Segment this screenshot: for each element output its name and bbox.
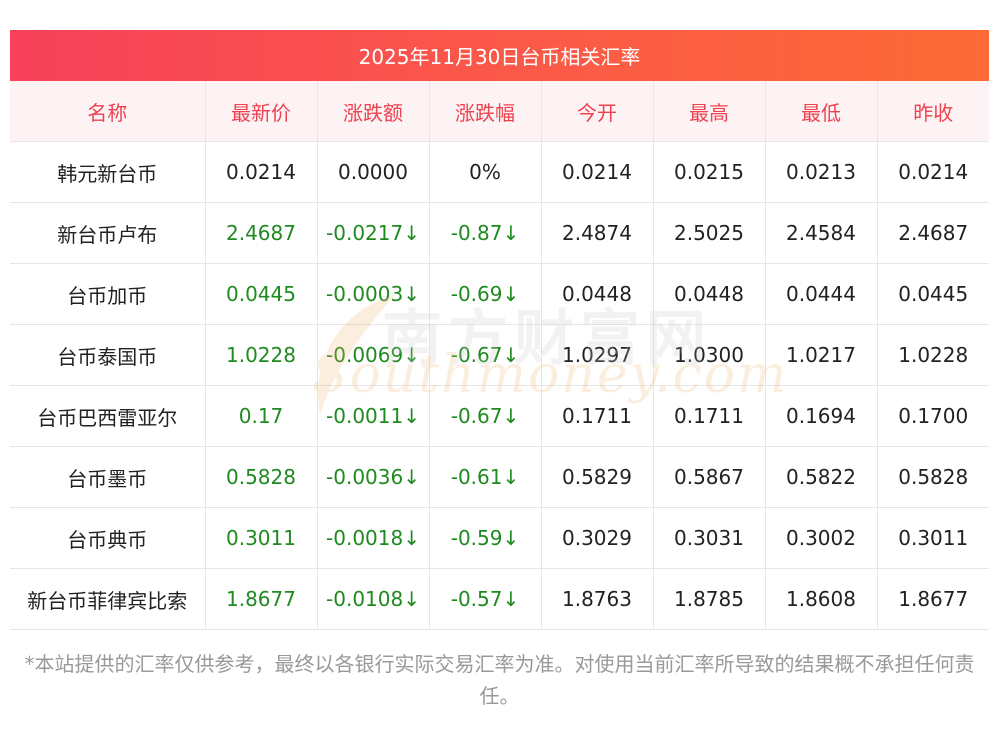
table-row: 台币泰国币 1.0228 -0.0069↓ -0.67↓ 1.0297 1.0300 1.0… (10, 324, 989, 386)
cell-change: -0.0036↓ (317, 446, 430, 508)
col-header-change-pct: 涨跌幅 (429, 81, 542, 142)
cell-name: 台币典币 (10, 507, 206, 569)
cell-open: 0.5829 (541, 446, 654, 508)
cell-latest: 0.5828 (205, 446, 318, 508)
cell-high: 0.3031 (653, 507, 766, 569)
cell-open: 1.0297 (541, 324, 654, 386)
cell-prev-close: 0.0214 (877, 141, 989, 203)
cell-name: 台币泰国币 (10, 324, 206, 386)
col-header-name: 名称 (10, 81, 206, 142)
cell-low: 2.4584 (765, 202, 878, 264)
rates-panel: 2025年11月30日台币相关汇率 名称 最新价 涨跌额 涨跌幅 今开 最高 最… (10, 30, 989, 630)
cell-change-pct: -0.61↓ (429, 446, 542, 508)
cell-open: 0.0448 (541, 263, 654, 325)
col-header-prev-close: 昨收 (877, 81, 989, 142)
cell-high: 1.0300 (653, 324, 766, 386)
cell-high: 0.5867 (653, 446, 766, 508)
cell-high: 1.8785 (653, 568, 766, 630)
cell-name: 台币加币 (10, 263, 206, 325)
cell-change-pct: -0.87↓ (429, 202, 542, 264)
cell-low: 0.1694 (765, 385, 878, 447)
cell-change: 0.0000 (317, 141, 430, 203)
cell-prev-close: 0.1700 (877, 385, 989, 447)
table-row: 台币典币 0.3011 -0.0018↓ -0.59↓ 0.3029 0.3031 0.30… (10, 507, 989, 569)
cell-name: 韩元新台币 (10, 141, 206, 203)
cell-latest: 0.0445 (205, 263, 318, 325)
table-row: 韩元新台币 0.0214 0.0000 0% 0.0214 0.0215 0.0213 0.0… (10, 141, 989, 203)
cell-latest: 1.0228 (205, 324, 318, 386)
cell-low: 1.0217 (765, 324, 878, 386)
cell-change-pct: -0.57↓ (429, 568, 542, 630)
cell-low: 1.8608 (765, 568, 878, 630)
col-header-high: 最高 (653, 81, 766, 142)
cell-name: 新台币卢布 (10, 202, 206, 264)
table-title: 2025年11月30日台币相关汇率 (10, 30, 989, 81)
cell-open: 2.4874 (541, 202, 654, 264)
cell-low: 0.3002 (765, 507, 878, 569)
cell-change-pct: -0.59↓ (429, 507, 542, 569)
cell-change: -0.0108↓ (317, 568, 430, 630)
cell-open: 0.1711 (541, 385, 654, 447)
cell-latest: 0.0214 (205, 141, 318, 203)
cell-change-pct: -0.67↓ (429, 385, 542, 447)
cell-prev-close: 1.8677 (877, 568, 989, 630)
cell-high: 0.0215 (653, 141, 766, 203)
cell-prev-close: 0.3011 (877, 507, 989, 569)
col-header-latest: 最新价 (205, 81, 318, 142)
cell-high: 0.1711 (653, 385, 766, 447)
cell-open: 0.0214 (541, 141, 654, 203)
cell-open: 0.3029 (541, 507, 654, 569)
cell-latest: 0.3011 (205, 507, 318, 569)
col-header-change: 涨跌额 (317, 81, 430, 142)
cell-change: -0.0069↓ (317, 324, 430, 386)
cell-change-pct: -0.67↓ (429, 324, 542, 386)
cell-low: 0.0444 (765, 263, 878, 325)
cell-latest: 2.4687 (205, 202, 318, 264)
cell-prev-close: 1.0228 (877, 324, 989, 386)
table-row: 台币加币 0.0445 -0.0003↓ -0.69↓ 0.0448 0.0448 0.04… (10, 263, 989, 325)
cell-high: 2.5025 (653, 202, 766, 264)
cell-high: 0.0448 (653, 263, 766, 325)
cell-name: 台币巴西雷亚尔 (10, 385, 206, 447)
cell-low: 0.5822 (765, 446, 878, 508)
col-header-low: 最低 (765, 81, 878, 142)
cell-low: 0.0213 (765, 141, 878, 203)
cell-change: -0.0011↓ (317, 385, 430, 447)
cell-change: -0.0003↓ (317, 263, 430, 325)
disclaimer: *本站提供的汇率仅供参考，最终以各银行实际交易汇率为准。对使用当前汇率所导致的结… (24, 652, 975, 708)
cell-change-pct: 0% (429, 141, 542, 203)
cell-change-pct: -0.69↓ (429, 263, 542, 325)
cell-name: 台币墨币 (10, 446, 206, 508)
cell-prev-close: 0.0445 (877, 263, 989, 325)
cell-change: -0.0018↓ (317, 507, 430, 569)
header-row: 名称 最新价 涨跌额 涨跌幅 今开 最高 最低 昨收 (10, 81, 989, 142)
cell-name: 新台币菲律宾比索 (10, 568, 206, 630)
table-row: 台币巴西雷亚尔 0.17 -0.0011↓ -0.67↓ 0.1711 0.1711 0.1… (10, 385, 989, 447)
rates-table: 名称 最新价 涨跌额 涨跌幅 今开 最高 最低 昨收 韩元新台币 0.0214 0.… (10, 81, 989, 630)
cell-latest: 0.17 (205, 385, 318, 447)
table-row: 新台币卢布 2.4687 -0.0217↓ -0.87↓ 2.4874 2.5025 2.4… (10, 202, 989, 264)
col-header-open: 今开 (541, 81, 654, 142)
table-row: 台币墨币 0.5828 -0.0036↓ -0.61↓ 0.5829 0.5867 0.58… (10, 446, 989, 508)
table-row: 新台币菲律宾比索 1.8677 -0.0108↓ -0.57↓ 1.8763 1.8785… (10, 568, 989, 630)
cell-open: 1.8763 (541, 568, 654, 630)
cell-latest: 1.8677 (205, 568, 318, 630)
cell-prev-close: 2.4687 (877, 202, 989, 264)
cell-prev-close: 0.5828 (877, 446, 989, 508)
cell-change: -0.0217↓ (317, 202, 430, 264)
